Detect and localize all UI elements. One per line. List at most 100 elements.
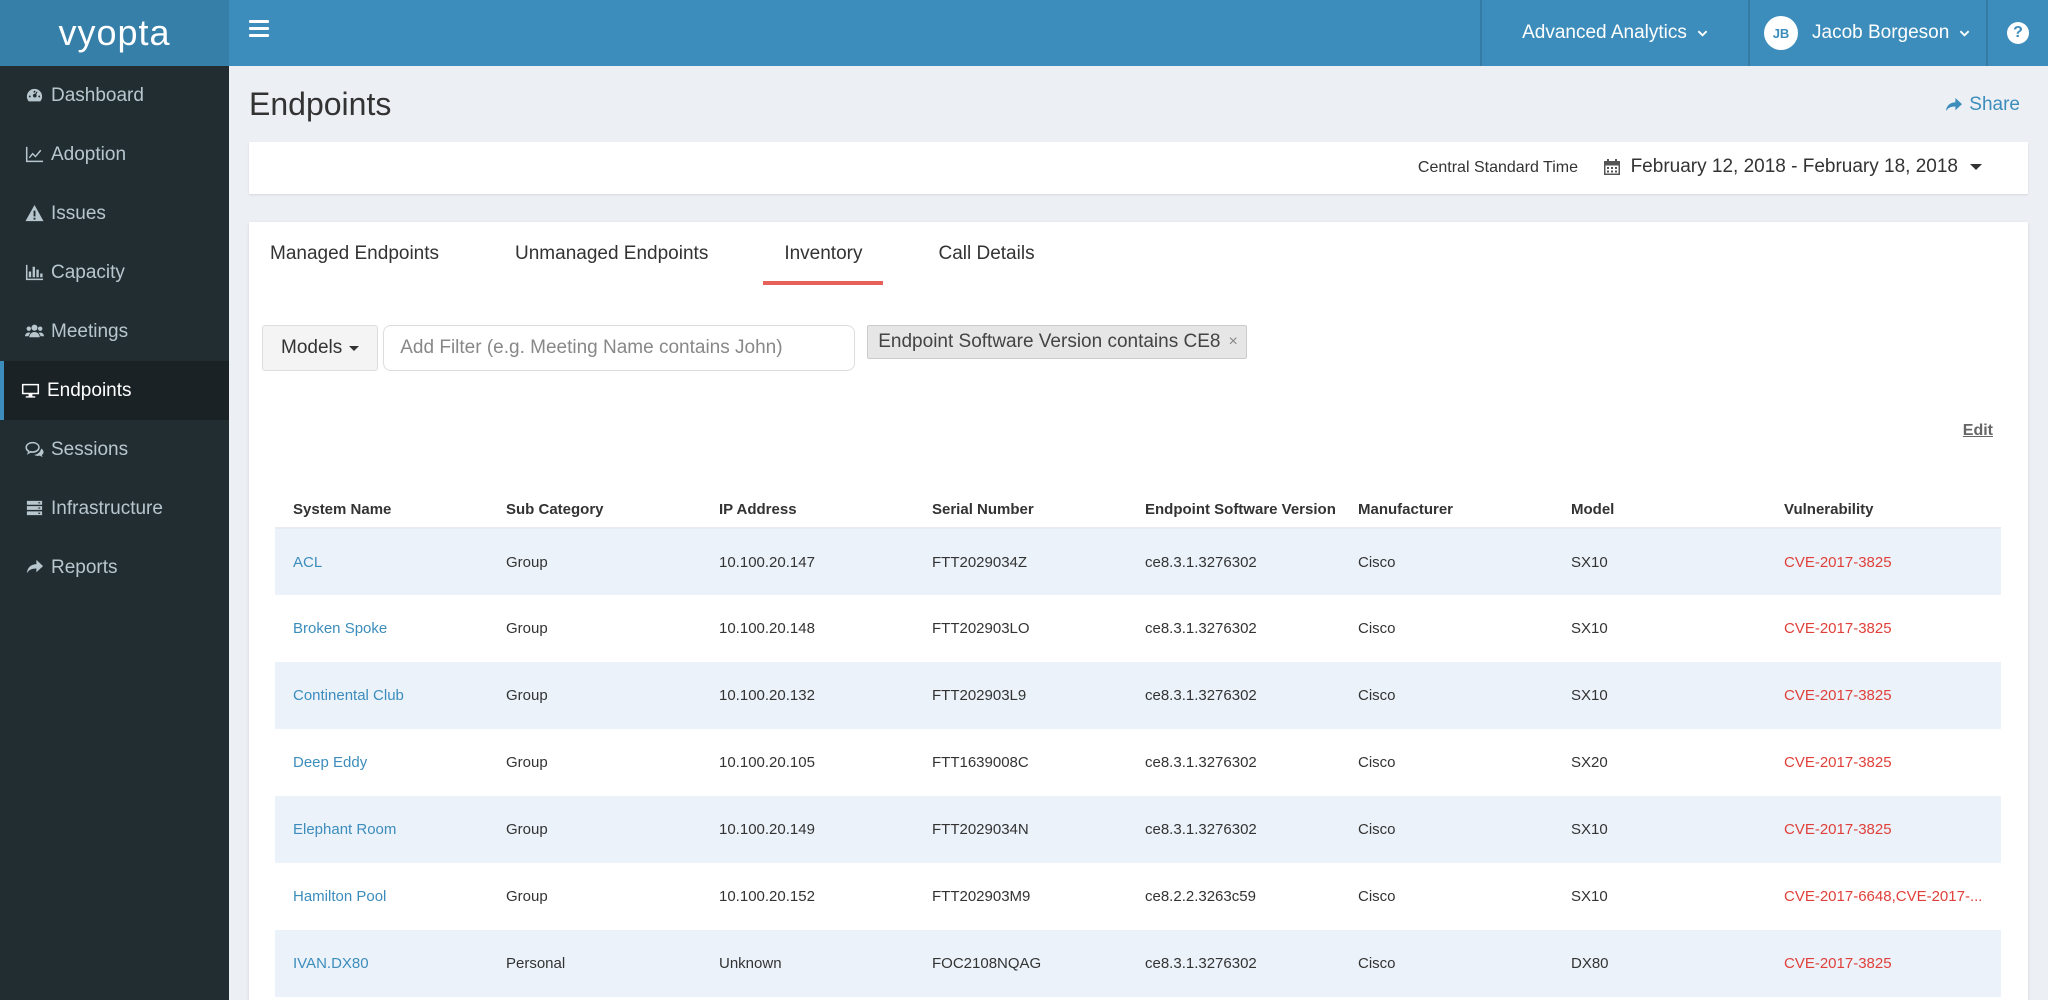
sidebar-item-label: Reports (51, 556, 118, 578)
sidebar-item-capacity[interactable]: Capacity (0, 243, 229, 302)
date-range-label: February 12, 2018 - February 18, 2018 (1630, 156, 1958, 177)
system-name-cell[interactable]: Hamilton Pool (293, 888, 387, 905)
user-name: Jacob Borgeson (1812, 22, 1950, 43)
logo-text: vyopta (58, 12, 171, 53)
user-menu[interactable]: JB Jacob Borgeson (1748, 0, 1986, 66)
serial-number-cell: FTT2029034Z (932, 553, 1028, 571)
software-version-cell: ce8.3.1.3276302 (1145, 687, 1257, 704)
manufacturer-cell: Cisco (1358, 620, 1396, 637)
dashboard-icon (24, 86, 44, 106)
chevron-down-icon (1697, 30, 1708, 37)
tab-inventory[interactable]: Inventory (763, 222, 884, 285)
sub-category-cell: Group (506, 888, 548, 905)
sidebar-item-reports[interactable]: Reports (0, 538, 229, 597)
software-version-cell: ce8.3.1.3276302 (1145, 955, 1257, 972)
table-row[interactable]: Hamilton Pool Group 10.100.20.152 FTT202903… (275, 863, 2001, 930)
caret-down-icon (349, 345, 360, 351)
line-chart-icon (24, 145, 44, 165)
table-header-row: System Name Sub Category IP Address Serial … (275, 492, 2001, 529)
sidebar-item-meetings[interactable]: Meetings (0, 302, 229, 361)
avatar: JB (1764, 16, 1798, 50)
vulnerability-cell[interactable]: CVE-2017-3825 (1784, 955, 1892, 972)
date-bar: Central Standard Time February 12, 2018 … (249, 142, 2028, 194)
system-name-cell[interactable]: ACL (293, 553, 323, 571)
share-button[interactable]: Share (1944, 94, 2020, 116)
edit-columns-link[interactable]: Edit (1962, 422, 1993, 439)
sidebar-item-label: Issues (51, 202, 106, 224)
software-version-cell: ce8.3.1.3276302 (1145, 553, 1257, 571)
vulnerability-cell[interactable]: CVE-2017-3825 (1784, 687, 1892, 704)
tab-managed-endpoints[interactable]: Managed Endpoints (270, 242, 440, 264)
vulnerability-cell[interactable]: CVE-2017-3825 (1784, 620, 1892, 637)
chevron-down-icon (1960, 30, 1970, 37)
sub-category-cell: Group (506, 687, 548, 704)
remove-filter-icon[interactable]: × (1228, 333, 1238, 350)
ip-address-cell: Unknown (719, 955, 782, 972)
column-vulnerability-header[interactable]: Vulnerability (1766, 492, 2001, 529)
vulnerability-cell[interactable]: CVE-2017-3825 (1784, 821, 1892, 838)
ip-address-cell: 10.100.20.152 (719, 888, 815, 905)
column-ip-address-header[interactable]: IP Address (701, 492, 914, 529)
ip-address-cell: 10.100.20.149 (719, 821, 815, 838)
page-title: Endpoints (249, 86, 392, 122)
system-name-cell[interactable]: Deep Eddy (293, 754, 368, 771)
tab-call-details[interactable]: Call Details (938, 242, 1035, 264)
models-dropdown[interactable]: Models (262, 325, 379, 371)
system-name-cell[interactable]: Elephant Room (293, 821, 397, 838)
model-cell: SX10 (1571, 553, 1608, 571)
sidebar-item-sessions[interactable]: Sessions (0, 420, 229, 479)
system-name-cell[interactable]: Broken Spoke (293, 620, 388, 637)
vulnerability-cell[interactable]: CVE-2017-6648,CVE-2017-... (1784, 888, 1983, 905)
column-system-name-header[interactable]: System Name (275, 492, 488, 529)
help-icon: ? (2007, 22, 2029, 44)
top-header: Advanced Analytics JB Jacob Borgeson ? (229, 0, 2048, 66)
manufacturer-cell: Cisco (1358, 754, 1396, 771)
column-manufacturer-header[interactable]: Manufacturer (1340, 492, 1553, 529)
model-cell: SX10 (1571, 620, 1608, 637)
model-cell: DX80 (1571, 955, 1609, 972)
sidebar-item-adoption[interactable]: Adoption (0, 125, 229, 184)
sidebar-item-label: Capacity (51, 261, 125, 283)
serial-number-cell: FTT2029034N (932, 821, 1029, 838)
column-serial-number-header[interactable]: Serial Number (914, 492, 1127, 529)
filter-bar: Models Endpoint Software Version contain… (262, 325, 1247, 371)
system-name-cell[interactable]: Continental Club (293, 687, 404, 704)
sidebar-item-infrastructure[interactable]: Infrastructure (0, 479, 229, 538)
table-row[interactable]: Continental Club Group 10.100.20.132 FTT202… (275, 662, 2001, 729)
column-sub-category-header[interactable]: Sub Category (488, 492, 701, 529)
serial-number-cell: FTT202903L9 (932, 687, 1027, 704)
sidebar-item-dashboard[interactable]: Dashboard (0, 66, 229, 125)
table-row[interactable]: Deep Eddy Group 10.100.20.105 FTT1639008C ce… (275, 729, 2001, 796)
vulnerability-cell[interactable]: CVE-2017-3825 (1784, 553, 1892, 571)
inventory-table: System Name Sub Category IP Address Serial … (275, 492, 2001, 997)
table-row[interactable]: Elephant Room Group 10.100.20.149 FTT202903… (275, 796, 2001, 863)
timezone-label: Central Standard Time (1417, 159, 1578, 176)
tab-bar: Managed Endpoints Unmanaged Endpoints In… (249, 222, 1090, 285)
table-row[interactable]: IVAN.DX80 Personal Unknown FOC2108NQAG ce8.3… (275, 930, 2001, 997)
sidebar-item-label: Endpoints (47, 379, 132, 401)
table-row[interactable]: Broken Spoke Group 10.100.20.148 FTT202903L… (275, 595, 2001, 662)
column-model-header[interactable]: Model (1553, 492, 1766, 529)
software-version-cell: ce8.3.1.3276302 (1145, 821, 1257, 838)
help-button[interactable]: ? (1986, 0, 2048, 66)
logo[interactable]: vyopta (0, 0, 229, 66)
date-range-picker[interactable]: February 12, 2018 - February 18, 2018 (1603, 156, 1982, 178)
column-software-version-header[interactable]: Endpoint Software Version (1127, 492, 1340, 529)
calendar-icon (1603, 159, 1620, 175)
sidebar-item-issues[interactable]: Issues (0, 184, 229, 243)
table-row[interactable]: ACL Group 10.100.20.147 FTT2029034Z ce8.3.1.… (275, 528, 2001, 595)
hamburger-menu-icon[interactable] (249, 20, 269, 38)
system-name-cell[interactable]: IVAN.DX80 (293, 955, 369, 972)
tab-unmanaged-endpoints[interactable]: Unmanaged Endpoints (515, 242, 709, 264)
ip-address-cell: 10.100.20.105 (719, 754, 815, 771)
advanced-analytics-label: Advanced Analytics (1522, 22, 1687, 43)
sub-category-cell: Group (506, 821, 548, 838)
vulnerability-cell[interactable]: CVE-2017-3825 (1784, 754, 1892, 771)
manufacturer-cell: Cisco (1358, 955, 1396, 972)
sidebar-item-label: Sessions (51, 438, 129, 460)
manufacturer-cell: Cisco (1358, 553, 1396, 571)
add-filter-input[interactable] (383, 325, 856, 371)
sidebar-item-endpoints[interactable]: Endpoints (0, 361, 229, 420)
sidebar-item-label: Meetings (51, 320, 129, 342)
advanced-analytics-dropdown[interactable]: Advanced Analytics (1480, 0, 1748, 66)
